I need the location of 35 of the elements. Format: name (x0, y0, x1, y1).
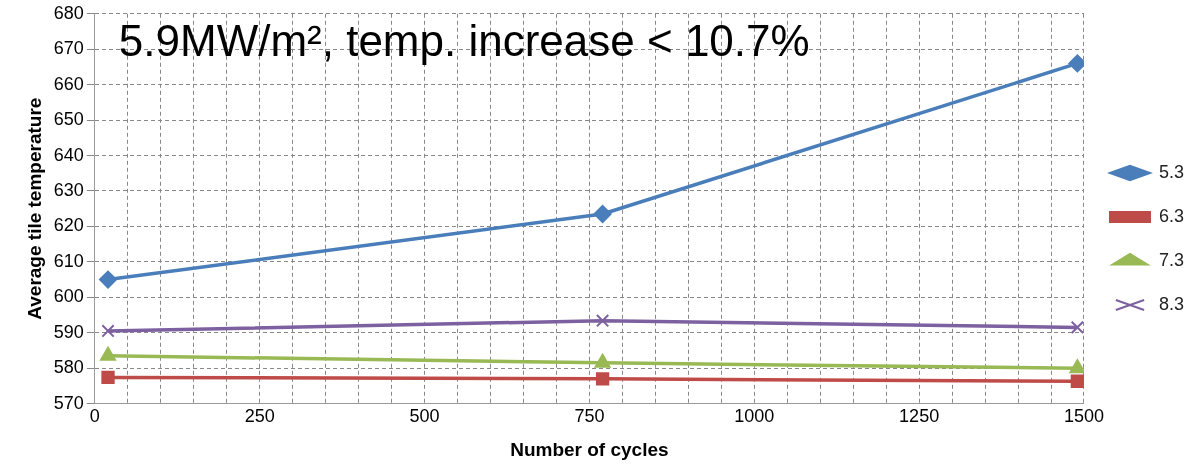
y-tick-label: 630 (53, 179, 84, 200)
legend-label: 5.3 (1158, 161, 1185, 182)
legend-label: 8.3 (1158, 293, 1185, 314)
point (1069, 359, 1084, 374)
x-tick-label: 500 (409, 406, 440, 427)
y-tick-label: 570 (53, 392, 84, 413)
x-tick-label: 1250 (899, 406, 940, 427)
point (595, 314, 610, 328)
x-tick-label: 750 (574, 406, 605, 427)
y-tick-label: 640 (53, 144, 84, 165)
point (595, 372, 610, 386)
x-tick-label: 0 (89, 406, 100, 427)
point (101, 324, 115, 338)
x-tick-label: 1500 (1063, 406, 1104, 427)
point (593, 205, 612, 224)
y-tick-label: 590 (53, 321, 84, 342)
y-tick-label: 660 (53, 73, 84, 94)
chart-title: 5.9MW/m², temp. increase < 10.7% (118, 15, 810, 65)
y-tick-label: 610 (53, 250, 84, 271)
point (1070, 320, 1084, 335)
legend-label: 7.3 (1158, 249, 1185, 270)
y-axis-title: Average tile temperature (23, 97, 45, 320)
point (99, 270, 118, 289)
x-tick-label: 1000 (734, 406, 775, 427)
y-tick-label: 600 (53, 286, 84, 307)
point (101, 370, 115, 385)
y-tick-label: 670 (53, 38, 84, 59)
y-tick-label: 680 (53, 2, 84, 23)
x-axis-title: Number of cycles (510, 438, 669, 460)
y-tick-label: 620 (53, 215, 84, 236)
y-tick-label: 650 (53, 109, 84, 130)
point (1070, 374, 1084, 388)
legend-label: 6.3 (1158, 205, 1185, 226)
x-tick-label: 250 (244, 406, 275, 427)
y-tick-label: 580 (53, 357, 84, 378)
